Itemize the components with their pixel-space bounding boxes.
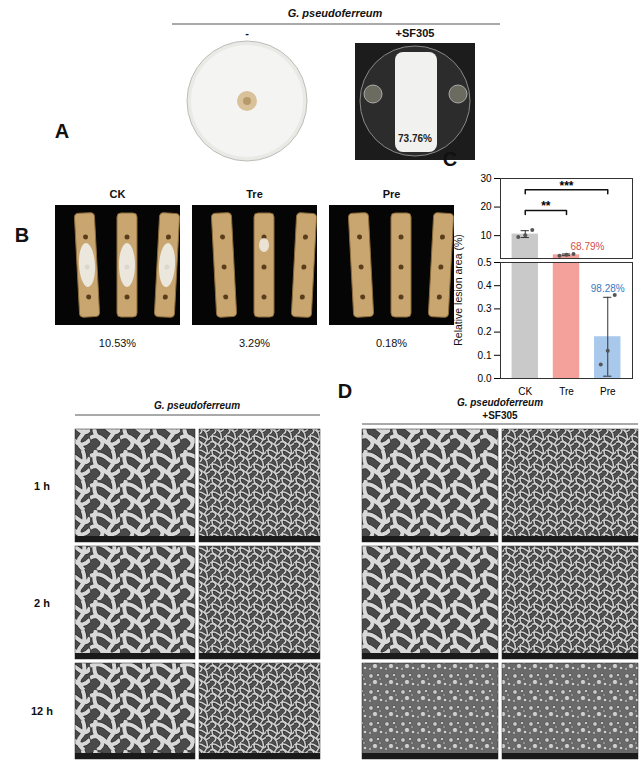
- svg-text:D: D: [338, 380, 352, 402]
- svg-text:20: 20: [480, 201, 492, 212]
- svg-text:0.3: 0.3: [478, 303, 492, 314]
- svg-text:0.18%: 0.18%: [376, 337, 407, 349]
- svg-text:A: A: [55, 120, 69, 142]
- svg-text:CK: CK: [518, 386, 532, 397]
- svg-text:10.53%: 10.53%: [99, 337, 137, 349]
- svg-text:Relative lesion area (%): Relative lesion area (%): [452, 234, 464, 345]
- svg-text:30: 30: [480, 173, 492, 184]
- svg-text:1 h: 1 h: [34, 480, 50, 492]
- svg-text:0.2: 0.2: [478, 326, 492, 337]
- svg-text:10: 10: [480, 230, 492, 241]
- svg-text:B: B: [15, 224, 29, 246]
- svg-text:G. pseudoferreum: G. pseudoferreum: [288, 7, 383, 19]
- svg-text:G. pseudoferreum: G. pseudoferreum: [154, 400, 240, 411]
- svg-text:G. pseudoferreum: G. pseudoferreum: [457, 397, 543, 408]
- svg-text:+SF305: +SF305: [396, 27, 435, 39]
- svg-text:CK: CK: [110, 188, 126, 200]
- svg-text:Tre: Tre: [559, 386, 574, 397]
- svg-text:***: ***: [559, 179, 573, 193]
- svg-text:0.1: 0.1: [478, 350, 492, 361]
- svg-text:0.5: 0.5: [478, 257, 492, 268]
- svg-text:Tre: Tre: [246, 188, 263, 200]
- svg-text:0.4: 0.4: [478, 280, 492, 291]
- svg-text:C: C: [443, 148, 457, 170]
- svg-text:73.76%: 73.76%: [398, 133, 432, 144]
- svg-text:0.0: 0.0: [478, 373, 492, 384]
- svg-text:2 h: 2 h: [34, 597, 50, 609]
- svg-text:68.79%: 68.79%: [571, 241, 605, 252]
- svg-text:3.29%: 3.29%: [239, 337, 270, 349]
- svg-text:12 h: 12 h: [31, 705, 53, 717]
- svg-text:Pre: Pre: [600, 386, 616, 397]
- svg-text:**: **: [541, 199, 551, 213]
- svg-text:-: -: [245, 27, 249, 39]
- svg-text:+SF305: +SF305: [482, 410, 518, 421]
- svg-text:Pre: Pre: [383, 188, 401, 200]
- svg-text:98.28%: 98.28%: [591, 283, 625, 294]
